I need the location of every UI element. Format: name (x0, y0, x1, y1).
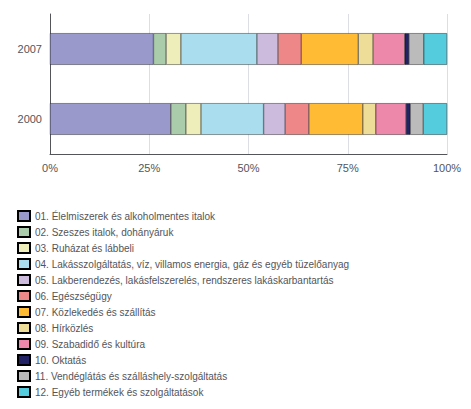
svg-text:08. Hírközlés: 08. Hírközlés (35, 323, 93, 334)
svg-text:07. Közlekedés és szállítás: 07. Közlekedés és szállítás (35, 307, 156, 318)
svg-text:25%: 25% (138, 162, 160, 174)
svg-text:02. Szeszes italok, dohányáruk: 02. Szeszes italok, dohányáruk (35, 227, 174, 238)
svg-text:50%: 50% (237, 162, 259, 174)
svg-text:05. Lakberendezés, lakásfelsze: 05. Lakberendezés, lakásfelszerelés, ren… (35, 275, 334, 286)
svg-text:11. Vendéglátás és szálláshely: 11. Vendéglátás és szálláshely-szolgálta… (35, 371, 227, 382)
svg-text:2000: 2000 (18, 113, 42, 125)
svg-text:0%: 0% (42, 162, 58, 174)
svg-text:2007: 2007 (18, 43, 42, 55)
svg-text:06. Egészségügy: 06. Egészségügy (35, 291, 112, 302)
svg-text:12. Egyéb termékek és szolgált: 12. Egyéb termékek és szolgáltatások (35, 387, 204, 398)
svg-text:01. Élelmiszerek és alkoholmen: 01. Élelmiszerek és alkoholmentes italok (35, 210, 216, 222)
svg-text:09. Szabadidő és kultúra: 09. Szabadidő és kultúra (35, 339, 146, 350)
svg-text:100%: 100% (433, 162, 461, 174)
svg-text:75%: 75% (337, 162, 359, 174)
svg-text:10. Oktatás: 10. Oktatás (35, 355, 86, 366)
svg-text:04. Lakásszolgáltatás, víz, vi: 04. Lakásszolgáltatás, víz, villamos ene… (35, 259, 349, 270)
svg-text:03. Ruházat és lábbeli: 03. Ruházat és lábbeli (35, 243, 134, 254)
